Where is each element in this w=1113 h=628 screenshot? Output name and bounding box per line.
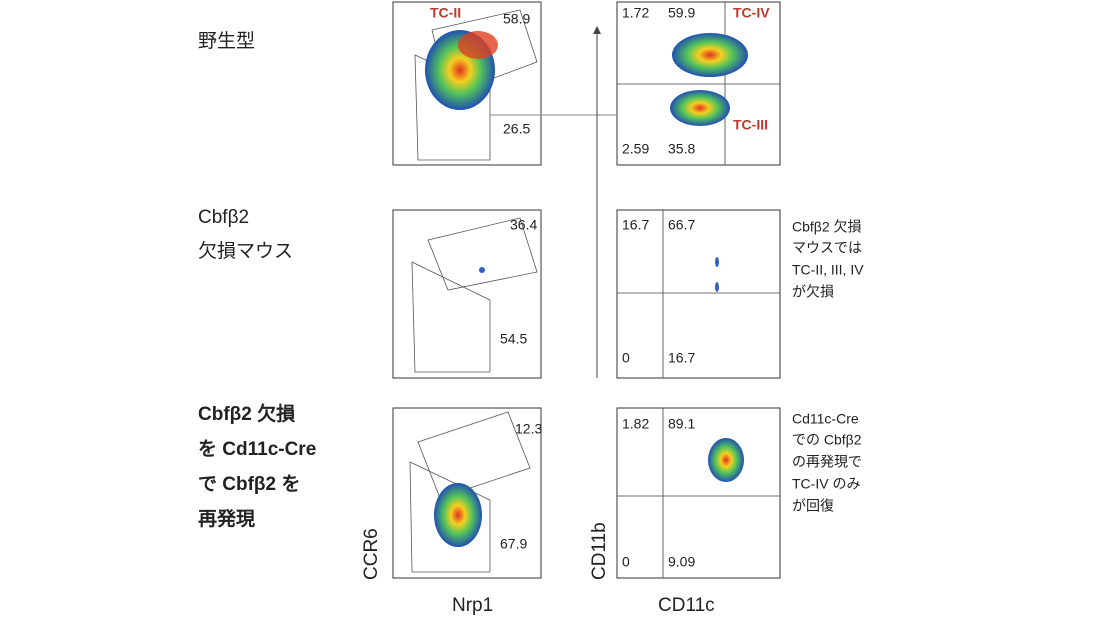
density: [672, 33, 748, 77]
population-tag: TC-III: [733, 117, 768, 133]
axis-label: CD11c: [658, 595, 715, 616]
row-label: を Cd11c-Cre: [198, 438, 316, 460]
gate: [411, 261, 491, 373]
gate: [417, 411, 531, 499]
quadrant-value: 9.09: [668, 554, 695, 570]
axis-label: Nrp1: [452, 595, 493, 616]
plot-frame: [616, 1, 781, 166]
quadrant-value: 59.9: [668, 5, 695, 21]
row-label: Cbfβ2: [198, 207, 249, 228]
plot-frame: [392, 1, 542, 166]
density: [434, 483, 482, 547]
density: [715, 257, 719, 267]
plot-frame: [392, 407, 542, 579]
quadrant-value: 35.8: [668, 141, 695, 157]
gate-value: 36.4: [510, 217, 537, 233]
density: [670, 90, 730, 126]
panels: [392, 1, 781, 579]
gate-value: 58.9: [503, 11, 530, 27]
density: [708, 438, 744, 482]
gate-value: 67.9: [500, 536, 527, 552]
plot-frame: [616, 407, 781, 579]
quadrant-value: 66.7: [668, 217, 695, 233]
note: での Cbfβ2: [792, 432, 862, 448]
row-label: 再発現: [198, 507, 255, 530]
population-tag: TC-II: [430, 5, 461, 21]
note: TC-II, III, IV: [792, 262, 864, 278]
axis-label: CD11b: [589, 522, 610, 580]
density: [715, 282, 719, 292]
row-label: 欠損マウス: [198, 240, 293, 262]
gate: [427, 217, 538, 291]
quadrant-value: 0: [622, 554, 630, 570]
density: [479, 267, 485, 273]
note: が回復: [792, 498, 834, 514]
axis-label: CCR6: [361, 528, 382, 580]
population-tag: TC-IV: [733, 5, 770, 21]
note: マウスでは: [792, 240, 862, 256]
quadrant-value: 0: [622, 350, 630, 366]
gate-value: 54.5: [500, 331, 527, 347]
row-label: Cbfβ2 欠損: [198, 402, 296, 425]
quadrant-value: 1.72: [622, 5, 649, 21]
quadrant-value: 2.59: [622, 141, 649, 157]
quadrant-value: 89.1: [668, 416, 695, 432]
note: が欠損: [792, 284, 834, 300]
quadrant-value: 16.7: [668, 350, 695, 366]
gate-value: 12.3: [515, 421, 542, 437]
plot-frame: [392, 209, 542, 379]
quadrant-value: 1.82: [622, 416, 649, 432]
note: TC-IV のみ: [792, 476, 860, 492]
row-label: で Cbfβ2 を: [198, 473, 300, 495]
note: Cbfβ2 欠損: [792, 219, 862, 235]
row-label: 野生型: [198, 30, 255, 52]
quadrant-value: 16.7: [622, 217, 649, 233]
note: の再発現で: [792, 454, 862, 470]
note: Cd11c-Cre: [792, 411, 859, 427]
plot-frame: [616, 209, 781, 379]
gate-value: 26.5: [503, 121, 530, 137]
density: [458, 31, 498, 59]
